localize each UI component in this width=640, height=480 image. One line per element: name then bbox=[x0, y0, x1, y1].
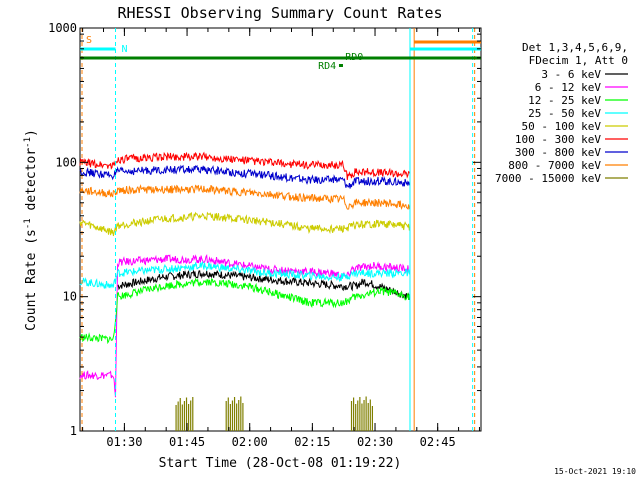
y-tick-label: 10 bbox=[63, 290, 77, 304]
y-axis-label: Count Rate (s-1 detector-1) bbox=[23, 129, 39, 331]
y-axis-label-sup1: -1 bbox=[23, 218, 33, 229]
legend-label-1: 3 - 6 keV bbox=[541, 68, 601, 81]
series-line-7 bbox=[79, 164, 411, 189]
flag-label-rd0: RD0 bbox=[345, 52, 363, 63]
flag-layer: S N RD0 RD4 bbox=[80, 28, 481, 431]
y-tick-label: 100 bbox=[55, 155, 77, 169]
legend-label-9: 7000 - 15000 keV bbox=[495, 172, 601, 185]
y-axis-label-end: ) bbox=[24, 129, 39, 137]
chart-title: RHESSI Observing Summary Count Rates bbox=[117, 4, 442, 22]
legend-label-2: 6 - 12 keV bbox=[535, 81, 602, 94]
rd4-mark bbox=[338, 64, 343, 67]
legend-header-1: Det 1,3,4,5,6,9, bbox=[522, 41, 628, 54]
x-tick-label: 02:30 bbox=[357, 435, 393, 449]
legend-label-4: 25 - 50 keV bbox=[528, 107, 601, 120]
series-layer bbox=[79, 151, 411, 431]
x-tick-label: 01:45 bbox=[169, 435, 205, 449]
x-tick-label: 02:15 bbox=[294, 435, 330, 449]
x-axis-ticks: 01:30 01:45 02:00 02:15 02:30 02:45 bbox=[82, 28, 480, 449]
series-line-3 bbox=[79, 277, 411, 345]
plot-frame bbox=[79, 27, 482, 432]
y-tick-label: 1000 bbox=[48, 21, 77, 35]
legend-header-2: FDecim 1, Att 0 bbox=[529, 54, 628, 67]
legend-label-8: 800 - 7000 keV bbox=[508, 159, 601, 172]
footer-timestamp: 15-Oct-2021 19:10 bbox=[554, 467, 636, 476]
x-tick-label: 02:00 bbox=[232, 435, 268, 449]
y-axis-label-sup2: -1 bbox=[23, 137, 33, 148]
y-tick-label: 1 bbox=[70, 424, 77, 438]
flag-label-s: S bbox=[86, 35, 92, 46]
x-tick-label: 02:45 bbox=[420, 435, 456, 449]
series-line-2 bbox=[79, 254, 411, 398]
series-line-4 bbox=[79, 260, 411, 289]
y-axis-label-main: Count Rate (s bbox=[24, 229, 39, 331]
legend: Det 1,3,4,5,6,9, FDecim 1, Att 0 3 - 6 k… bbox=[495, 41, 628, 185]
legend-label-6: 100 - 300 keV bbox=[515, 133, 601, 146]
series-line-1 bbox=[117, 269, 411, 300]
flag-label-n: N bbox=[122, 44, 128, 55]
y-axis-label-mid: detector bbox=[24, 148, 39, 219]
flag-label-rd4: RD4 bbox=[318, 61, 336, 72]
series-line-5 bbox=[79, 211, 411, 237]
series-line-6 bbox=[79, 151, 411, 180]
x-axis-label: Start Time (28-Oct-08 01:19:22) bbox=[159, 456, 402, 471]
legend-label-5: 50 - 100 keV bbox=[522, 120, 602, 133]
x-tick-label: 01:30 bbox=[106, 435, 142, 449]
legend-label-7: 300 - 800 keV bbox=[515, 146, 601, 159]
y-axis-ticks: 1 10 100 1000 bbox=[48, 21, 481, 438]
legend-label-3: 12 - 25 keV bbox=[528, 94, 601, 107]
series-line-8 bbox=[79, 184, 411, 211]
